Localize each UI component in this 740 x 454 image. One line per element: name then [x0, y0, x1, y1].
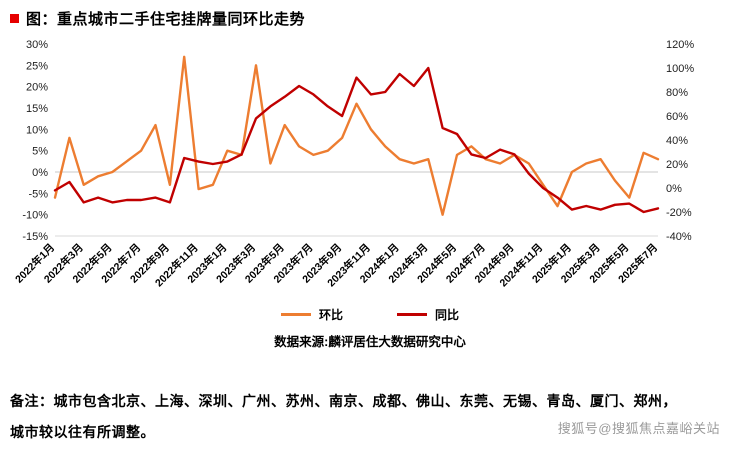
yoy-line-swatch [397, 313, 427, 316]
legend-item-mom: 环比 [280, 306, 343, 323]
legend-label-mom: 环比 [318, 308, 343, 322]
chart-legend: 环比 同比 [0, 306, 740, 323]
footnote-line1: 备注：城市包含北京、上海、深圳、广州、苏州、南京、成都、佛山、东莞、无锡、青岛、… [10, 393, 677, 409]
left-axis-tick-label: 0% [32, 167, 48, 179]
legend-item-yoy: 同比 [397, 306, 459, 323]
left-axis-tick-label: 25% [26, 60, 48, 72]
left-axis-tick-label: 20% [26, 82, 48, 94]
chart-title: 图：重点城市二手住宅挂牌量同环比走势 [10, 8, 305, 29]
left-axis-tick-label: 15% [26, 103, 48, 115]
left-axis-tick-label: -10% [22, 210, 48, 222]
title-bullet-icon [10, 14, 19, 23]
mom-line-swatch [280, 313, 311, 316]
footnote-line2: 城市较以往有所调整。 [10, 424, 155, 440]
sohu-watermark: 搜狐号@搜狐焦点嘉峪关站 [557, 421, 720, 436]
right-axis-tick-label: 100% [666, 63, 694, 75]
right-axis-tick-label: 60% [666, 111, 688, 123]
line-chart: 30% 25% 20% 15% 10% 5% 0% -5% -10% -15% 120% 100% 80… [12, 39, 694, 289]
data-source: 数据来源:麟评居住大数据研究中心 [274, 335, 466, 349]
left-axis-tick-label: 5% [32, 146, 48, 158]
mom-series-line [53, 55, 660, 216]
right-axis-tick-label: 0% [666, 183, 682, 195]
yoy-series-line [53, 66, 660, 214]
legend-label-yoy: 同比 [435, 308, 460, 322]
chart-title-text: 图：重点城市二手住宅挂牌量同环比走势 [26, 11, 306, 28]
right-axis-tick-label: 120% [666, 39, 694, 51]
right-axis-tick-label: -40% [666, 231, 692, 243]
left-axis-tick-label: 10% [26, 124, 48, 136]
right-axis-tick-label: -20% [666, 207, 692, 219]
footnote: 备注：城市包含北京、上海、深圳、广州、苏州、南京、成都、佛山、东莞、无锡、青岛、… [10, 386, 677, 448]
left-axis-tick-label: -15% [22, 231, 48, 243]
left-axis-tick-label: 30% [26, 39, 48, 51]
right-axis-tick-label: 20% [666, 159, 688, 171]
left-axis-tick-label: -5% [28, 188, 48, 200]
right-axis-tick-label: 40% [666, 135, 688, 147]
right-axis-tick-label: 80% [666, 87, 688, 99]
